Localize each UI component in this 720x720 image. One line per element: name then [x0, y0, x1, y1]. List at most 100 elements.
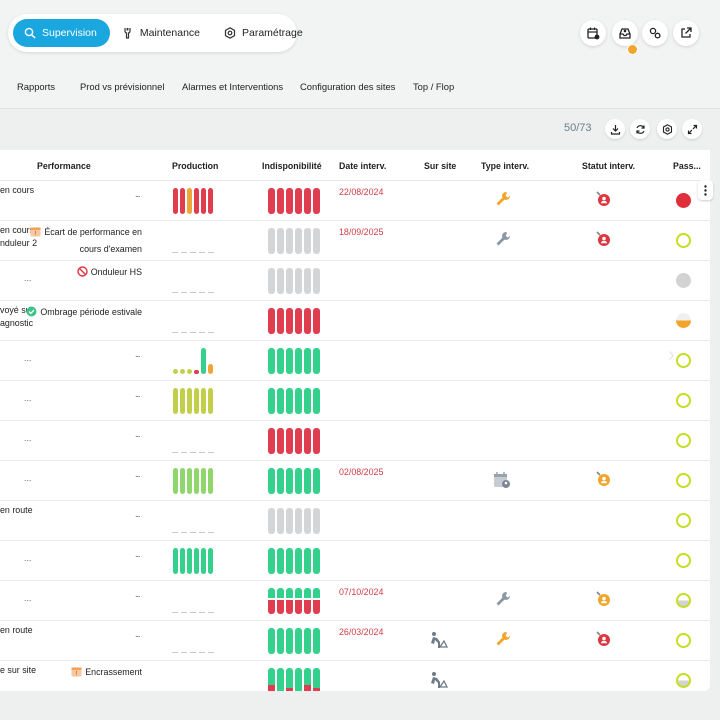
table-row[interactable]: ...... — [0, 421, 710, 461]
col-type-interv[interactable]: Type interv. — [481, 161, 530, 171]
availability-bar — [313, 428, 320, 454]
mode-label: Supervision — [42, 27, 97, 39]
expand-icon[interactable] — [682, 119, 702, 139]
technician-status-icon[interactable] — [594, 590, 612, 613]
worker-icon — [428, 671, 449, 691]
production-bars — [173, 548, 213, 574]
availability-bar — [313, 388, 320, 414]
technician-status-icon[interactable] — [594, 470, 612, 493]
availability-bar — [304, 228, 311, 254]
status-text: voyé sur — [0, 305, 34, 315]
table-row[interactable]: voyé sur agnostic Ombrage période estivale — [0, 301, 710, 341]
settings-pair-icon[interactable] — [642, 20, 668, 46]
production-empty — [172, 332, 214, 333]
table-row[interactable]: e sur site! Encrassement — [0, 661, 710, 691]
table-toolbar: 50/73 — [0, 112, 710, 146]
download-icon[interactable] — [605, 119, 625, 139]
mode-parametrage[interactable]: Paramétrage — [212, 19, 315, 47]
col-pass[interactable]: Pass... — [673, 161, 701, 171]
col-date-interv[interactable]: Date interv. — [339, 161, 387, 171]
production-empty — [172, 532, 214, 533]
row-menu-icon[interactable] — [698, 180, 713, 200]
availability-bar — [295, 588, 302, 614]
col-production[interactable]: Production — [172, 161, 219, 171]
worker-icon — [428, 631, 449, 654]
more-dots[interactable]: ... — [135, 549, 140, 559]
production-bar — [201, 348, 206, 374]
wrench-icon[interactable] — [494, 190, 512, 213]
table-row[interactable]: en cours nduleur 2! Écart de performance e… — [0, 221, 710, 261]
tab-prod-vs-previsionnel[interactable]: Prod vs prévisionnel — [80, 81, 165, 92]
production-bar — [180, 468, 185, 494]
performance-text-line: Onduleur HS — [76, 265, 142, 282]
availability-bar — [295, 348, 302, 374]
calendar-person-icon[interactable] — [492, 470, 512, 495]
pass-indicator — [676, 553, 691, 568]
table-row[interactable]: ...... — [0, 341, 710, 381]
more-dots[interactable]: ... — [135, 589, 140, 599]
status-cell: ... — [0, 424, 31, 445]
table-row[interactable]: ...... — [0, 381, 710, 421]
status-cell: ... — [0, 264, 31, 285]
availability-bar — [295, 508, 302, 534]
availability-bar — [295, 628, 302, 654]
availability-bar — [304, 588, 311, 614]
pass-indicator — [676, 433, 691, 448]
availability-bar — [268, 468, 275, 494]
availability-bar — [304, 628, 311, 654]
inbox-icon[interactable] — [612, 20, 638, 46]
tab-alarmes-interventions[interactable]: Alarmes et Interventions — [182, 81, 284, 92]
mode-maintenance[interactable]: Maintenance — [110, 19, 212, 47]
technician-status-icon[interactable] — [594, 190, 612, 213]
col-indisponibilite[interactable]: Indisponibilité — [262, 161, 322, 171]
table-row[interactable]: en cours... 22/08/2024 — [0, 181, 710, 221]
performance-note: ! Encrassement — [71, 665, 142, 682]
performance-text-line: cours d'examen — [30, 242, 142, 257]
table-row[interactable]: ...... — [0, 541, 710, 581]
settings-icon[interactable] — [657, 119, 677, 139]
availability-bar — [313, 668, 320, 691]
production-bar — [187, 548, 192, 574]
calendar-icon[interactable] — [580, 20, 606, 46]
table-row[interactable]: ...... 07/10/2024 — [0, 581, 710, 621]
external-link-icon[interactable] — [673, 20, 699, 46]
wrench-icon[interactable] — [494, 230, 512, 253]
more-dots[interactable]: ... — [135, 429, 140, 439]
table-header: Performance Production Indisponibilité D… — [0, 150, 710, 181]
availability-bar — [277, 188, 284, 214]
refresh-icon[interactable] — [630, 119, 650, 139]
chevron-right-icon[interactable]: › — [668, 344, 675, 366]
col-sur-site[interactable]: Sur site — [424, 161, 457, 171]
intervention-date: 26/03/2024 — [339, 627, 384, 637]
more-dots[interactable]: ... — [135, 469, 140, 479]
more-dots[interactable]: ... — [135, 389, 140, 399]
wrench-icon[interactable] — [494, 630, 512, 653]
table-row[interactable]: ... Onduleur HS — [0, 261, 710, 301]
production-empty — [172, 452, 214, 453]
tab-configuration-sites[interactable]: Configuration des sites — [300, 81, 396, 92]
wrench-icon[interactable] — [494, 590, 512, 613]
col-performance[interactable]: Performance — [37, 161, 91, 171]
technician-status-icon[interactable] — [594, 630, 612, 653]
more-dots[interactable]: ... — [135, 349, 140, 359]
col-statut-interv[interactable]: Statut interv. — [582, 161, 636, 171]
availability-bar — [268, 628, 275, 654]
production-bar — [208, 364, 213, 374]
production-empty — [172, 252, 214, 253]
pass-indicator — [676, 233, 691, 248]
production-empty — [172, 652, 214, 653]
technician-status-icon[interactable] — [594, 230, 612, 253]
tab-top-flop[interactable]: Top / Flop — [413, 81, 455, 92]
availability-bar — [286, 268, 293, 294]
table-row[interactable]: ...... 02/08/2025 — [0, 461, 710, 501]
mode-supervision[interactable]: Supervision — [13, 19, 110, 47]
availability-bar — [304, 388, 311, 414]
table-row[interactable]: en route... — [0, 501, 710, 541]
tab-rapports[interactable]: Rapports — [17, 81, 56, 92]
more-dots[interactable]: ... — [135, 629, 140, 639]
more-dots[interactable]: ... — [135, 509, 140, 519]
availability-bar — [304, 428, 311, 454]
availability-bar — [286, 188, 293, 214]
more-dots[interactable]: ... — [135, 189, 140, 199]
table-row[interactable]: en route... 26/03/2024 — [0, 621, 710, 661]
